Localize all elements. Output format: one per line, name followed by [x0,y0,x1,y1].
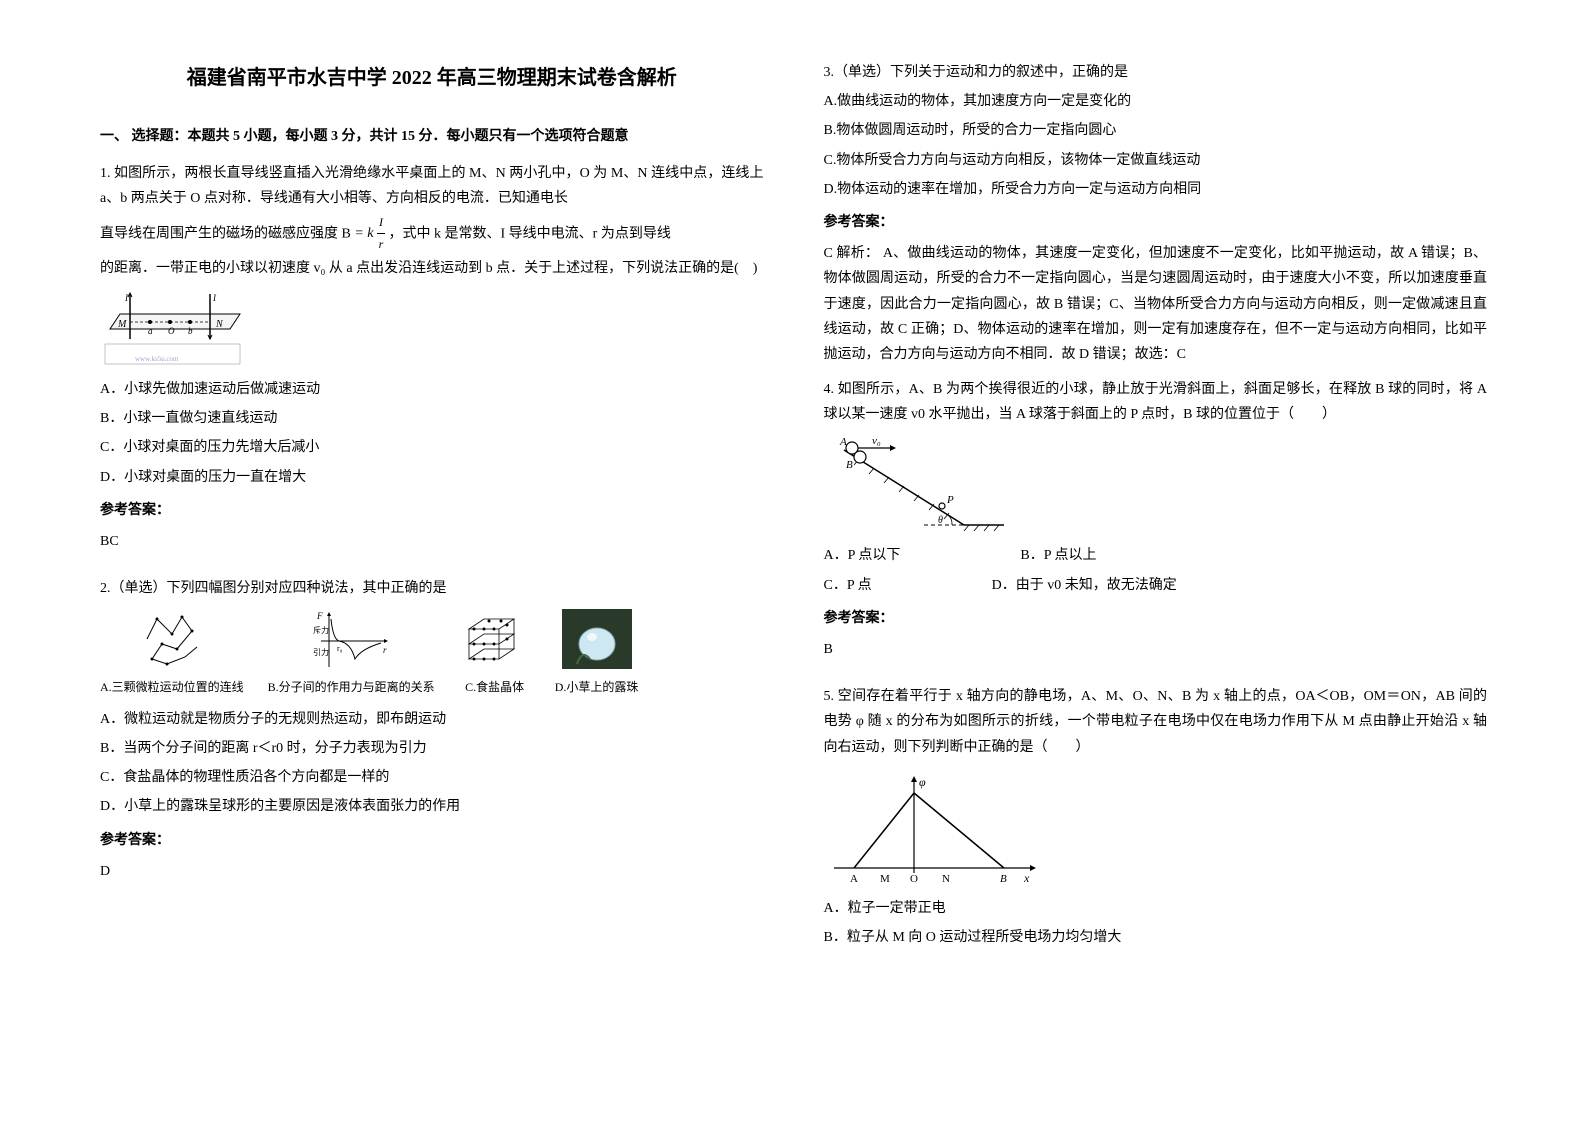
q2-answer: D [100,859,764,884]
q1-figure: M N a O b I I www.ks5u.com [100,289,764,369]
q4-option-c: C．P 点 [824,573,872,598]
q2-option-a: A．微粒运动就是物质分子的无规则热运动，即布朗运动 [100,707,764,732]
svg-text:θ: θ [938,515,943,526]
q2-cap-a: A.三颗微粒运动位置的连线 [100,677,244,699]
svg-text:O: O [910,873,918,885]
q4-figure: A B v₀ P θ [824,435,1488,535]
svg-text:N: N [215,319,224,330]
q3-option-c: C.物体所受合力方向与运动方向相反，该物体一定做直线运动 [824,148,1488,173]
q5-text: 5. 空间存在着平行于 x 轴方向的静电场，A、M、O、N、B 为 x 轴上的点… [824,684,1488,760]
q1-formula: = k Ir [354,226,388,241]
svg-text:斥力: 斥力 [313,625,329,635]
section-1-heading: 一、 选择题：本题共 5 小题，每小题 3 分，共计 15 分．每小题只有一个选… [100,124,764,149]
q4-options-row1: A．P 点以下 B．P 点以上 [824,543,1488,568]
q2-fig-c: C.食盐晶体 [459,609,531,699]
svg-text:B: B [846,459,853,471]
q2-option-b: B．当两个分子间的距离 r＜r0 时，分子力表现为引力 [100,736,764,761]
question-3: 3.（单选）下列关于运动和力的叙述中，正确的是 A.做曲线运动的物体，其加速度方… [824,60,1488,367]
svg-text:x: x [1023,871,1030,885]
q4-answer: B [824,637,1488,662]
q4-option-a: A．P 点以下 [824,543,901,568]
q5-option-a: A．粒子一定带正电 [824,896,1488,921]
svg-text:r: r [383,645,387,655]
svg-text:M: M [117,319,127,330]
q3-option-d: D.物体运动的速率在增加，所受合力方向一定与运动方向相同 [824,177,1488,202]
q3-explain: C 解析： A、做曲线运动的物体，其速度一定变化，但加速度不一定变化，比如平抛运… [824,241,1488,367]
question-2: 2.（单选）下列四幅图分别对应四种说法，其中正确的是 A.三颗微粒运动位置的连线 [100,576,764,896]
q2-option-c: C．食盐晶体的物理性质沿各个方向都是一样的 [100,765,764,790]
q3-answer-label: 参考答案： [824,210,1488,235]
q2-fig-a: A.三颗微粒运动位置的连线 [100,609,244,699]
question-1: 1. 如图所示，两根长直导线竖直插入光滑绝缘水平桌面上的 M、N 两小孔中，O … [100,161,764,566]
q1-text-c: ，式中 k 是常数、I 导线中电流、r 为点到导线 [389,226,671,241]
svg-text:I: I [212,293,217,303]
q5-figure: φ x A M O N B [824,768,1488,888]
svg-text:a: a [148,326,153,336]
q3-option-a: A.做曲线运动的物体，其加速度方向一定是变化的 [824,89,1488,114]
q2-text: 2.（单选）下列四幅图分别对应四种说法，其中正确的是 [100,576,764,601]
q3-option-b: B.物体做圆周运动时，所受的合力一定指向圆心 [824,118,1488,143]
q2-figure-row: A.三颗微粒运动位置的连线 F r 斥力 引力 r₀ [100,609,764,699]
q1-option-b: B．小球一直做匀速直线运动 [100,406,764,431]
q4-answer-label: 参考答案： [824,606,1488,631]
svg-text:b: b [188,326,193,336]
q4-option-b: B．P 点以上 [1020,543,1096,568]
q4-text: 4. 如图所示，A、B 为两个挨得很近的小球，静止放于光滑斜面上，斜面足够长，在… [824,377,1488,427]
q4-options-row2: C．P 点 D．由于 v0 未知，故无法确定 [824,573,1488,598]
q2-answer-label: 参考答案： [100,828,764,853]
q1-text-d: 的距离．一带正电的小球以初速度 v₀ 从 a 点出发沿连线运动到 b 点．关于上… [100,256,764,281]
exam-page: 福建省南平市水吉中学 2022 年高三物理期末试卷含解析 一、 选择题：本题共 … [0,0,1587,1122]
q1-text-a: 1. 如图所示，两根长直导线竖直插入光滑绝缘水平桌面上的 M、N 两小孔中，O … [100,161,764,211]
q2-cap-d: D.小草上的露珠 [555,677,639,699]
q1-option-c: C．小球对桌面的压力先增大后减小 [100,435,764,460]
svg-text:M: M [880,873,890,885]
q4-option-d: D．由于 v0 未知，故无法确定 [992,573,1177,598]
q2-fig-b: F r 斥力 引力 r₀ B.分子间的作用力与距离的关系 [268,609,435,699]
svg-text:φ: φ [919,775,926,789]
q1-text-line2: 直导线在周围产生的磁场的磁感应强度 B = k Ir ，式中 k 是常数、I 导… [100,212,764,256]
q2-option-d: D．小草上的露珠呈球形的主要原因是液体表面张力的作用 [100,794,764,819]
page-title: 福建省南平市水吉中学 2022 年高三物理期末试卷含解析 [100,60,764,96]
svg-text:r₀: r₀ [337,644,343,653]
q2-cap-b: B.分子间的作用力与距离的关系 [268,677,435,699]
q2-fig-d: D.小草上的露珠 [555,609,639,699]
question-5: 5. 空间存在着平行于 x 轴方向的静电场，A、M、O、N、B 为 x 轴上的点… [824,684,1488,954]
left-column: 福建省南平市水吉中学 2022 年高三物理期末试卷含解析 一、 选择题：本题共 … [100,60,764,1062]
svg-text:A: A [839,436,847,448]
q2-cap-c: C.食盐晶体 [465,677,524,699]
svg-text:O: O [168,326,175,336]
svg-text:P: P [946,494,954,506]
q1-option-d: D．小球对桌面的压力一直在增大 [100,465,764,490]
q1-option-a: A．小球先做加速运动后做减速运动 [100,377,764,402]
q1-answer: BC [100,529,764,554]
q5-option-b: B．粒子从 M 向 O 运动过程所受电场力均匀增大 [824,925,1488,950]
svg-text:F: F [316,611,323,621]
q1-text-b: 直导线在周围产生的磁场的磁感应强度 B [100,226,351,241]
svg-text:www.ks5u.com: www.ks5u.com [135,355,179,363]
svg-text:A: A [850,873,858,885]
svg-text:B: B [1000,873,1007,885]
svg-text:I: I [124,293,129,303]
question-4: 4. 如图所示，A、B 为两个挨得很近的小球，静止放于光滑斜面上，斜面足够长，在… [824,377,1488,674]
right-column: 3.（单选）下列关于运动和力的叙述中，正确的是 A.做曲线运动的物体，其加速度方… [824,60,1488,1062]
q1-answer-label: 参考答案： [100,498,764,523]
svg-text:N: N [942,873,950,885]
q3-text: 3.（单选）下列关于运动和力的叙述中，正确的是 [824,60,1488,85]
svg-text:v₀: v₀ [872,435,881,447]
svg-text:引力: 引力 [313,647,329,657]
